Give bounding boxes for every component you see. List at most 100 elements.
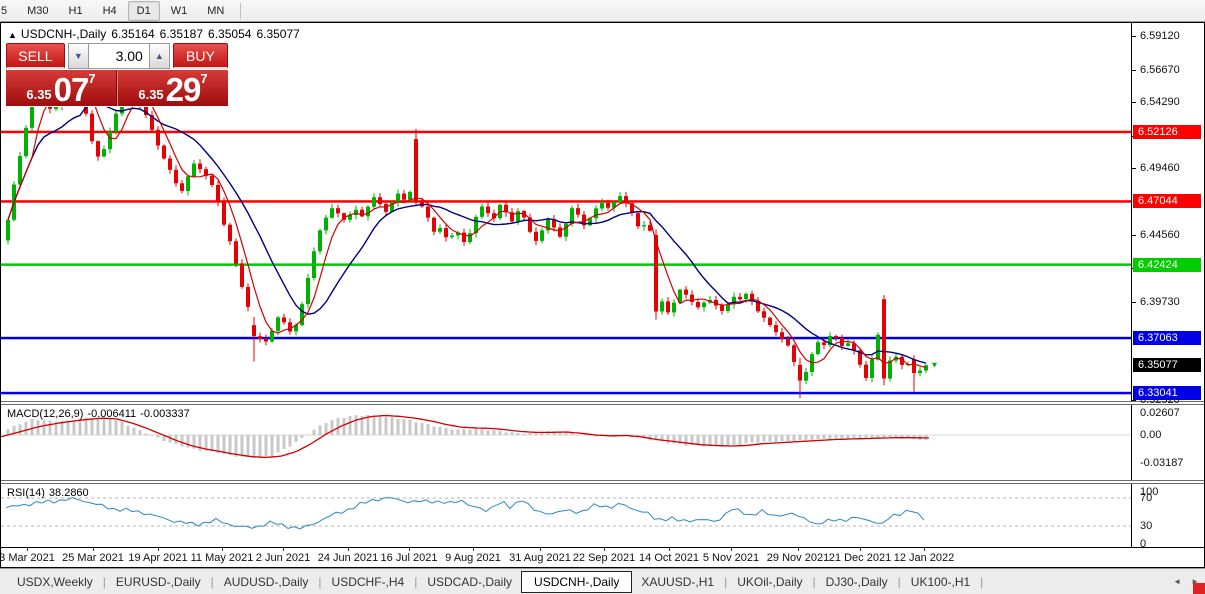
ask-price-pipette: 7 [200,71,208,86]
tab-scroll-arrows: ◄ ► [1173,577,1199,586]
date-tick-label: 5 Nov 2021 [702,552,760,564]
macd-name: MACD(12,26,9) [7,408,84,420]
axis-tick [1132,400,1136,401]
symbol-marker-icon: ▲ [8,30,17,40]
horizontal-level-line[interactable] [1,336,1131,340]
horizontal-level-line[interactable] [1,263,1131,266]
macd-chart [1,414,1131,459]
tab-separator: | [897,574,901,589]
ask-price-big-digits: 29 [165,71,202,108]
sell-button[interactable]: SELL [6,43,65,69]
chart-symbol: USDCNH-,Daily [20,27,107,41]
date-tick [731,548,732,551]
panel-separator[interactable] [1,480,1204,484]
date-tick-label: 16 Jul 2021 [380,552,438,564]
chart-tab-usdx-weekly[interactable]: USDX,Weekly [17,574,93,589]
chart-bottom-border [1,547,1204,548]
rsi-tick-label: 0 [1140,538,1147,550]
ask-price-panel[interactable]: 6.35 29 7 [117,70,228,106]
date-tick [604,548,605,551]
axis-tick [1132,36,1136,37]
date-tick [798,548,799,551]
date-tick [409,548,410,551]
rsi-value: 38.2860 [48,487,89,499]
axis-tick [1132,102,1136,103]
date-tick [158,548,159,551]
tab-scroll-right-icon[interactable]: ► [1191,577,1199,586]
price-level-badge: 6.33041 [1133,386,1201,400]
axis-tick [1132,235,1136,236]
timeframe-button-m30[interactable]: M30 [27,4,49,17]
volume-increase-button[interactable]: ▲ [148,43,170,69]
macd-label: MACD(12,26,9) -0.006411 -0.003337 [7,408,194,420]
timeframe-button-d1[interactable]: D1 [127,0,160,21]
chart-tab-audusd-daily[interactable]: AUDUSD-,Daily [223,574,309,589]
macd-signal-line [1,414,929,459]
chart-tab-usdcnh-daily[interactable]: USDCNH-,Daily [521,570,633,593]
triangle-down-icon: ▼ [73,51,83,61]
axis-tick [1132,302,1136,303]
volume-input[interactable] [88,43,149,69]
date-tick [473,548,474,551]
horizontal-level-line[interactable] [1,391,1131,395]
date-tick-label: 12 Jan 2022 [893,552,955,564]
quote-open: 6.35164 [111,27,155,41]
timeframe-button-h1[interactable]: H1 [68,4,83,17]
date-tick [540,548,541,551]
panel-separator[interactable] [1,401,1204,405]
timeframe-button-h4[interactable]: H4 [102,4,117,17]
tab-scroll-left-icon[interactable]: ◄ [1173,577,1182,586]
price-level-badge: 6.42424 [1133,258,1201,272]
ma-slow-line [7,103,927,364]
date-tick [93,548,94,551]
rsi-tick-label: 100 [1140,486,1159,498]
chart-tab-xauusd-h1[interactable]: XAUUSD-,H1 [641,574,715,589]
macd-panel-row: MACD(12,26,9) -0.006411 -0.003337 0.02607 0… [1,405,1204,480]
chart-tab-eurusd-daily[interactable]: EURUSD-,Daily [115,574,201,589]
chart-tab-uk100-h1[interactable]: UK100-,H1 [910,574,971,589]
date-tick [669,548,670,551]
chart-tab-dj30-daily[interactable]: DJ30-,Daily [825,574,888,589]
date-tick-label: 2 Jun 2021 [255,552,311,564]
horizontal-level-line[interactable] [1,130,1131,134]
chart-tab-usdcad-daily[interactable]: USDCAD-,Daily [427,574,513,589]
corner-red-artifact [1193,583,1205,594]
main-chart-row: ▲ USDCNH-,Daily 6.35164 6.35187 6.35054 6.350… [1,23,1204,406]
tab-separator: | [812,574,816,589]
buy-button[interactable]: BUY [172,43,228,69]
timeframe-button-w1[interactable]: W1 [170,4,188,17]
horizontal-level-line[interactable] [1,200,1131,203]
tab-separator: | [318,574,322,589]
candlestick-chart [1,42,1131,398]
date-tick [924,548,925,551]
one-click-trading-panel: SELL ▼ ▲ BUY 6.35 07 7 6.35 [6,43,228,107]
macd-indicator-plot[interactable]: MACD(12,26,9) -0.006411 -0.003337 [1,405,1131,480]
chart-tab-ukoil-daily[interactable]: UKOil-,Daily [737,574,803,589]
bid-price-prefix: 6.35 [26,87,52,102]
date-tick-label: 11 May 2021 [190,552,254,564]
toolbar-separator [240,2,242,19]
timeframe-button-5[interactable]: 5 [1,4,8,17]
volume-spinner: ▼ ▲ [67,43,170,69]
date-tick [860,548,861,551]
timeframe-button-mn[interactable]: MN [207,4,225,17]
macd-main-value: -0.006411 [87,408,137,420]
rsi-indicator-plot[interactable]: RSI(14) 38.2860 [1,484,1131,547]
price-tick-label: 6.39730 [1140,296,1180,308]
volume-decrease-button[interactable]: ▼ [67,43,89,69]
bid-price-panel[interactable]: 6.35 07 7 [6,70,117,106]
price-chart-plot[interactable]: ▲ USDCNH-,Daily 6.35164 6.35187 6.35054 6.350… [1,23,1131,401]
price-tick-label: 6.49460 [1140,162,1180,174]
price-level-badge: 6.35077 [1133,358,1201,372]
ask-price-prefix: 6.35 [138,87,164,102]
date-tick-label: 29 Nov 2021 [766,552,830,564]
quote-close: 6.35077 [256,27,300,41]
axis-tick [1132,168,1136,169]
chart-tab-usdchf-h4[interactable]: USDCHF-,H4 [331,574,405,589]
price-level-badge: 6.47044 [1133,194,1201,208]
date-tick-label: 3 Mar 2021 [0,552,55,564]
quote-low: 6.35054 [208,27,252,41]
tab-separator: | [210,574,214,589]
price-tick-label: 6.56670 [1140,64,1180,76]
